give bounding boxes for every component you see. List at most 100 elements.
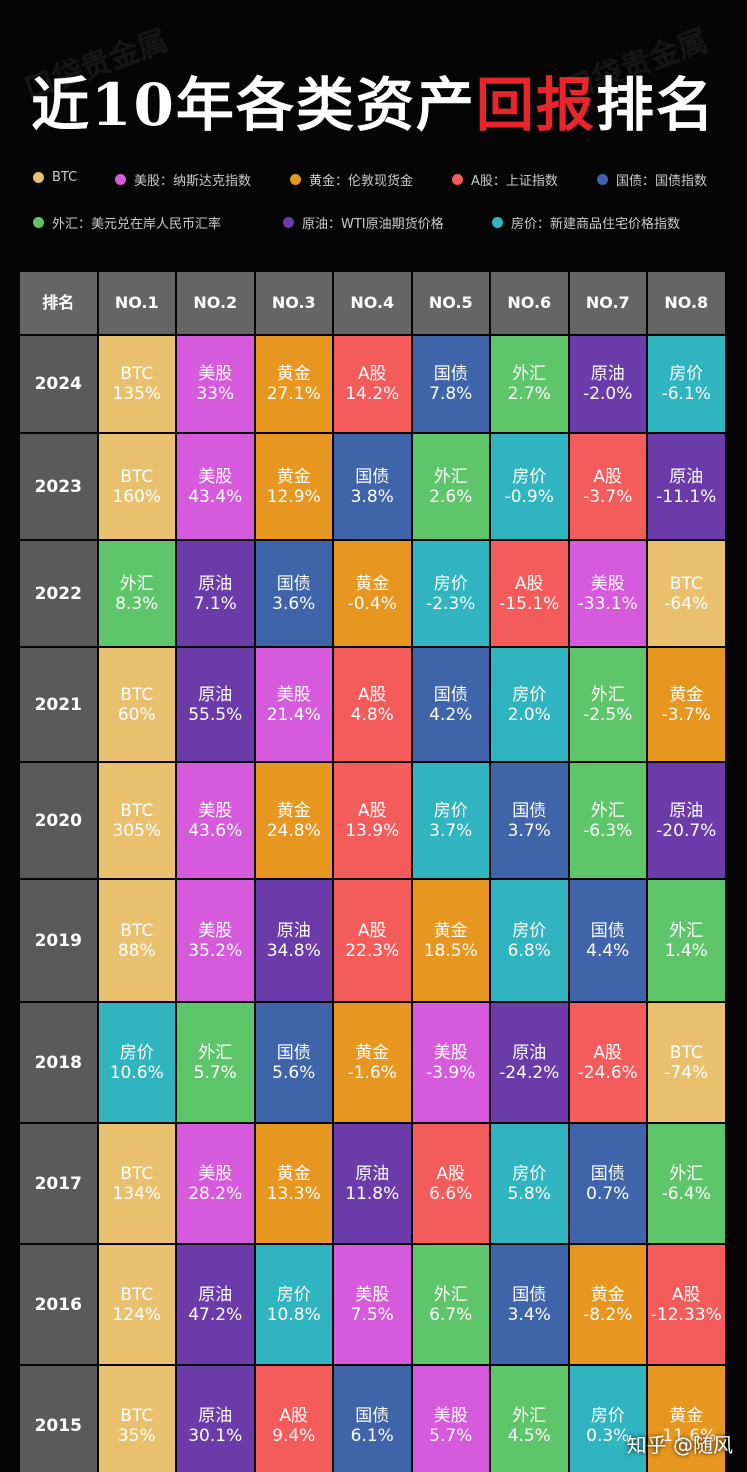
asset-name: 外汇 [590, 800, 625, 821]
asset-cell: BTC 60% [98, 648, 175, 761]
asset-name: 房价 [433, 800, 468, 821]
asset-name: A股 [357, 800, 387, 821]
asset-cell: 外汇 -2.5% [569, 648, 646, 761]
legend-swatch [597, 174, 608, 185]
asset-cell: BTC 135% [98, 336, 175, 432]
asset-name: 国债 [355, 1405, 390, 1426]
asset-cell: 美股 33% [177, 336, 254, 432]
asset-cell: 黄金 -1.6% [334, 1003, 411, 1122]
asset-cell: BTC 134% [98, 1124, 175, 1243]
asset-return: 3.8% [350, 486, 394, 507]
asset-name: 外汇 [512, 364, 547, 384]
asset-name: 国债 [512, 800, 547, 821]
asset-cell: 外汇 6.7% [412, 1245, 489, 1364]
asset-return: -1.6% [347, 1062, 397, 1083]
asset-return: 2.7% [507, 384, 551, 404]
asset-cell: 房价 10.6% [98, 1003, 175, 1122]
legend-label: 黄金：伦敦现货金 [309, 174, 414, 189]
asset-return: 4.5% [507, 1425, 551, 1446]
asset-cell: 原油 47.2% [177, 1245, 254, 1364]
asset-name: 房价 [512, 1163, 547, 1184]
legend-swatch [492, 217, 503, 228]
asset-cell: 房价 0.3% [569, 1366, 646, 1472]
legend-label: 美股：纳斯达克指数 [134, 174, 252, 189]
asset-return: 7.5% [350, 1304, 394, 1325]
asset-name: 原油 [669, 466, 704, 487]
asset-return: 124% [112, 1304, 162, 1325]
asset-return: 34.8% [266, 940, 321, 961]
asset-name: 原油 [355, 1163, 390, 1184]
asset-name: 黄金 [355, 1042, 390, 1063]
year-cell: 2018 [20, 1003, 97, 1122]
asset-name: 原油 [276, 920, 311, 941]
legend-item: BTC [33, 170, 77, 185]
asset-name: BTC [669, 1042, 703, 1063]
asset-return: 5.6% [272, 1062, 316, 1083]
asset-cell: BTC 305% [98, 763, 175, 878]
asset-cell: 国债 6.1% [334, 1366, 411, 1472]
asset-name: A股 [514, 573, 544, 594]
asset-cell: 美股 -3.9% [412, 1003, 489, 1122]
asset-name: 国债 [433, 364, 468, 384]
asset-name: 黄金 [276, 800, 311, 821]
asset-return: 160% [112, 486, 162, 507]
asset-cell: 黄金 -0.4% [334, 541, 411, 646]
asset-cell: 原油 -20.7% [648, 763, 725, 878]
year-cell: 2020 [20, 763, 97, 878]
asset-name: 美股 [276, 684, 311, 705]
asset-cell: A股 -12.33% [648, 1245, 725, 1364]
asset-return: 47.2% [188, 1304, 243, 1325]
asset-name: 房价 [512, 466, 547, 487]
title-text: 近10年各类资产 [31, 71, 476, 139]
asset-name: 国债 [276, 1042, 311, 1063]
legend-item: 房价：新建商品住宅价格指数 [492, 213, 680, 232]
asset-return: 3.6% [272, 593, 316, 614]
asset-name: 房价 [512, 684, 547, 705]
header-cell: NO.2 [177, 272, 254, 334]
asset-cell: 美股 35.2% [177, 880, 254, 1001]
asset-cell: 国债 0.7% [569, 1124, 646, 1243]
asset-name: 房价 [119, 1042, 154, 1063]
asset-return: -11.1% [656, 486, 717, 507]
asset-cell: 美股 43.4% [177, 434, 254, 539]
year-cell: 2024 [20, 336, 97, 432]
legend-swatch [33, 172, 44, 183]
asset-cell: 国债 3.7% [491, 763, 568, 878]
asset-return: 134% [112, 1183, 162, 1204]
asset-cell: 国债 3.6% [255, 541, 332, 646]
asset-return: -6.1% [661, 384, 711, 404]
legend-label: 原油：WTI原油期货价格 [302, 217, 444, 232]
asset-return: 6.1% [350, 1425, 394, 1446]
asset-name: 美股 [355, 1284, 390, 1305]
asset-cell: 原油 30.1% [177, 1366, 254, 1472]
asset-name: 黄金 [590, 1284, 625, 1305]
asset-cell: A股 22.3% [334, 880, 411, 1001]
asset-return: 1.4% [664, 940, 708, 961]
asset-return: 3.4% [507, 1304, 551, 1325]
header-cell: NO.5 [412, 272, 489, 334]
asset-cell: BTC 35% [98, 1366, 175, 1472]
asset-cell: 黄金 18.5% [412, 880, 489, 1001]
asset-return: 7.8% [429, 384, 473, 404]
asset-return: 13.9% [345, 820, 400, 841]
asset-name: A股 [357, 364, 387, 384]
asset-return: -8.2% [583, 1304, 633, 1325]
asset-cell: 美股 43.6% [177, 763, 254, 878]
asset-return: 6.6% [429, 1183, 473, 1204]
header-cell: 排名 [20, 272, 97, 334]
asset-name: BTC [120, 1284, 154, 1305]
asset-name: 美股 [198, 364, 233, 384]
asset-return: -0.4% [347, 593, 397, 614]
asset-name: 外汇 [119, 573, 154, 594]
asset-cell: BTC 160% [98, 434, 175, 539]
legend-swatch [290, 174, 301, 185]
asset-cell: 美股 28.2% [177, 1124, 254, 1243]
asset-name: 房价 [433, 573, 468, 594]
legend-label: 房价：新建商品住宅价格指数 [511, 217, 681, 232]
legend-label: A股：上证指数 [471, 174, 558, 189]
asset-return: -15.1% [499, 593, 560, 614]
asset-cell: 原油 55.5% [177, 648, 254, 761]
asset-cell: 房价 5.8% [491, 1124, 568, 1243]
asset-name: 外汇 [669, 1163, 704, 1184]
asset-cell: 国债 4.4% [569, 880, 646, 1001]
